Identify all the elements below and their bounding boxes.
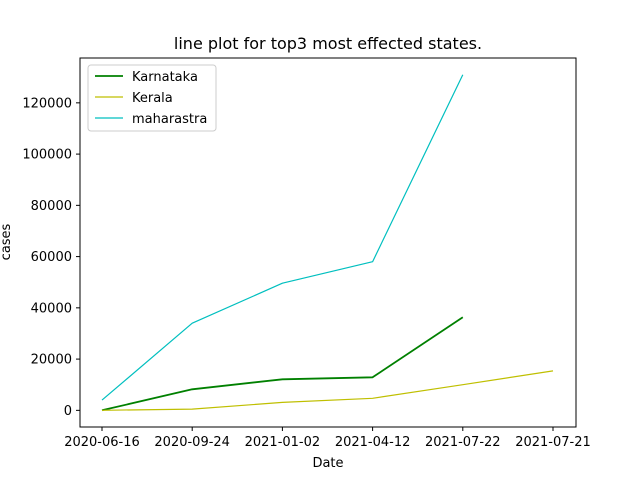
- legend-entry-kerala: Kerala: [95, 91, 173, 106]
- y-tick-label: 100000: [22, 148, 72, 163]
- legend: Karnataka Kerala maharastra: [87, 64, 217, 132]
- series-line-kerala: [101, 370, 554, 411]
- y-axis-ticks: 0 20000 40000 60000 80000 100000 120000: [22, 96, 80, 419]
- series-line-karnataka: [101, 316, 464, 412]
- x-tick-label: 2021-07-21: [515, 435, 591, 450]
- x-tick-label: 2021-07-22: [425, 435, 501, 450]
- x-axis-ticks: 2020-06-16 2020-09-24 2021-01-02 2021-04-12…: [64, 427, 591, 450]
- legend-label-kerala: Kerala: [132, 91, 173, 106]
- series-lines: [101, 74, 554, 412]
- legend-label-maharastra: maharastra: [132, 112, 207, 127]
- y-tick-label: 0: [64, 404, 72, 419]
- x-tick-label: 2021-04-12: [335, 435, 411, 450]
- y-tick-label: 60000: [31, 250, 72, 265]
- x-axis-label: Date: [312, 456, 343, 471]
- y-tick-label: 20000: [31, 353, 72, 368]
- y-tick-label: 80000: [31, 199, 72, 214]
- chart-title: line plot for top3 most effected states.: [174, 34, 482, 53]
- y-tick-label: 40000: [31, 301, 72, 316]
- x-tick-label: 2020-06-16: [64, 435, 140, 450]
- legend-entry-maharastra: maharastra: [95, 112, 207, 127]
- x-tick-label: 2021-01-02: [245, 435, 321, 450]
- legend-box: [87, 64, 217, 132]
- legend-entry-karnataka: Karnataka: [95, 70, 198, 85]
- legend-label-karnataka: Karnataka: [132, 70, 198, 85]
- x-tick-label: 2020-09-24: [154, 435, 230, 450]
- y-tick-label: 120000: [22, 96, 72, 111]
- series-line-maharastra: [101, 74, 464, 401]
- y-axis-label: cases: [0, 223, 14, 260]
